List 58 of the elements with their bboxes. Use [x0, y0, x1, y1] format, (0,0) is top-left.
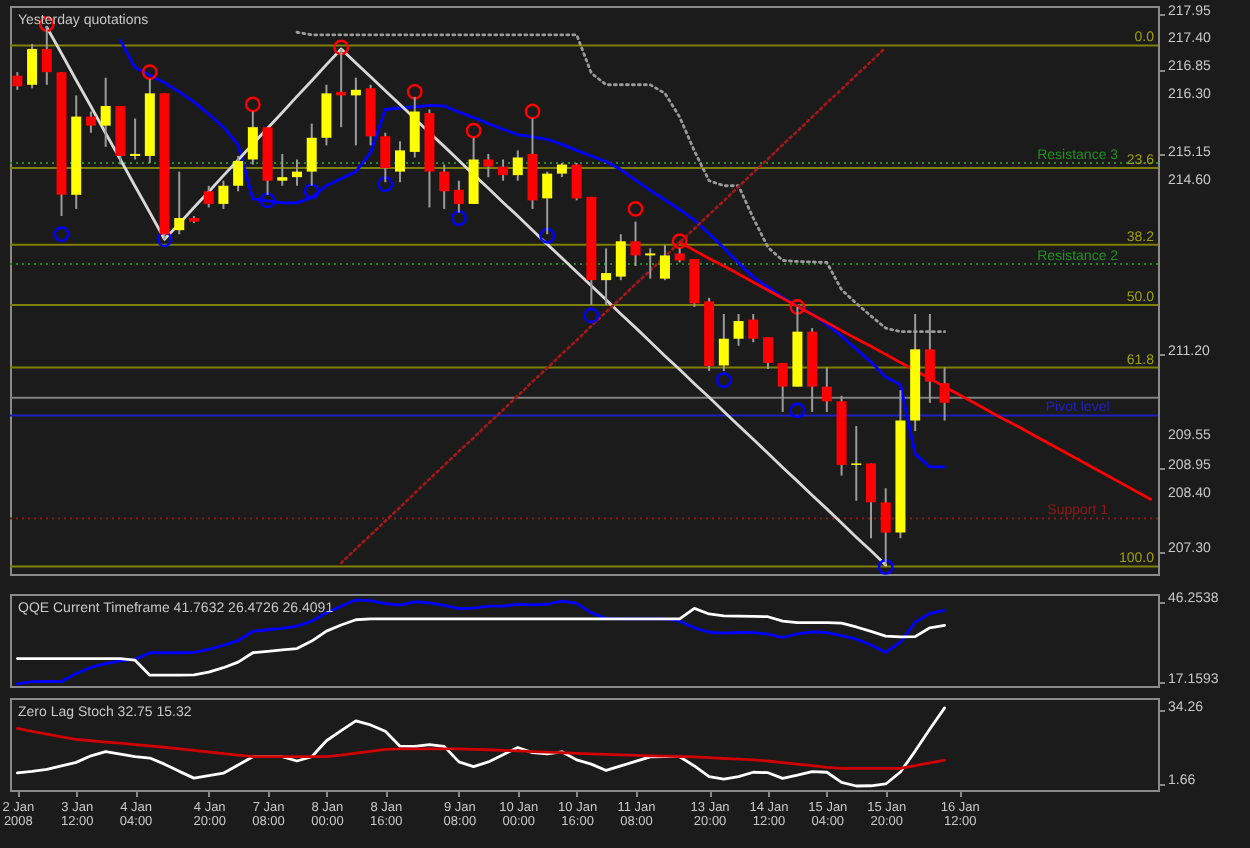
point [671, 233, 688, 250]
candlestick [689, 257, 700, 308]
candlestick [630, 220, 641, 268]
point [53, 226, 70, 243]
candlestick [866, 462, 876, 540]
point [789, 299, 806, 315]
candlestick [395, 140, 406, 184]
point [259, 192, 276, 209]
candlestick [512, 149, 523, 182]
candlestick [174, 170, 185, 236]
candlestick [100, 76, 111, 148]
candlestick [365, 83, 376, 147]
point [715, 372, 732, 389]
point [789, 402, 806, 419]
point [539, 227, 556, 244]
candlestick [601, 247, 612, 306]
candlestick [277, 152, 288, 187]
candlestick [218, 179, 229, 210]
point [583, 307, 600, 324]
candlestick [748, 312, 759, 344]
point [627, 201, 644, 217]
line-series [15, 726, 946, 770]
candlestick [85, 110, 96, 134]
candlestick [439, 163, 450, 210]
candlestick [483, 152, 494, 179]
candlestick [718, 312, 729, 373]
line-series [678, 240, 1153, 501]
line-series [339, 46, 888, 565]
point [244, 96, 261, 113]
candlestick [821, 366, 832, 413]
candlestick [571, 162, 582, 202]
point [141, 64, 158, 81]
candlestick [233, 154, 244, 193]
candlestick [851, 425, 862, 502]
point [465, 122, 482, 139]
line-series [118, 38, 946, 469]
candlestick [939, 366, 950, 422]
candlestick [203, 184, 214, 209]
point [156, 231, 173, 248]
candlestick [733, 312, 744, 347]
line-series [45, 25, 888, 567]
point [406, 83, 423, 100]
candlestick [762, 336, 773, 371]
point [877, 559, 894, 575]
candlestick [615, 233, 626, 282]
line-series [15, 706, 946, 788]
candlestick [659, 243, 670, 282]
candlestick [498, 158, 509, 182]
point [333, 39, 350, 56]
point [524, 103, 541, 120]
candlestick [27, 42, 38, 90]
point [377, 176, 394, 193]
candlestick [777, 361, 788, 413]
point [450, 210, 467, 226]
candlestick [645, 247, 656, 280]
candlestick [130, 117, 141, 161]
point [303, 183, 320, 200]
candlestick [321, 83, 332, 147]
